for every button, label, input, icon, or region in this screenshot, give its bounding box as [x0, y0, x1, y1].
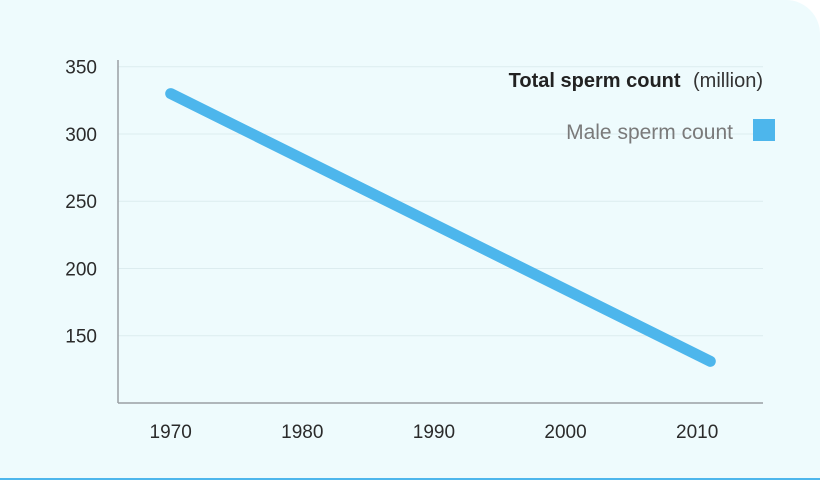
axes: [117, 60, 763, 404]
x-tick-label: 2010: [676, 422, 718, 443]
y-tick-label: 350: [65, 58, 97, 79]
x-tick-label: 1980: [281, 422, 323, 443]
y-tick-label: 150: [65, 327, 97, 348]
grid-lines: [118, 66, 763, 337]
y-axis-ticks: 350 300 250 200 150: [65, 58, 97, 348]
series-lines: [165, 88, 716, 367]
y-tick-label: 250: [65, 192, 97, 213]
chart-title-text: Total sperm count: [509, 70, 681, 92]
chart-title-unit: (million): [693, 70, 763, 92]
y-tick-label: 300: [65, 125, 97, 146]
x-tick-label: 1990: [413, 422, 455, 443]
legend-label: Male sperm count: [566, 121, 733, 144]
chart-title: Total sperm count (million): [509, 70, 763, 92]
legend-swatch: [753, 119, 775, 141]
x-tick-label: 2000: [544, 422, 586, 443]
series-line: [165, 88, 716, 367]
y-tick-label: 200: [65, 259, 97, 280]
x-tick-label: 1970: [150, 422, 192, 443]
x-axis-ticks: 1970 1980 1990 2000 2010: [150, 422, 719, 443]
